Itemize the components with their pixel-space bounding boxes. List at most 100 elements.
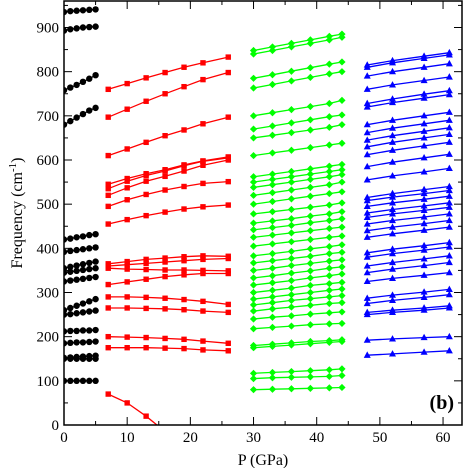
- data-point: [200, 267, 206, 274]
- data-point: [225, 54, 231, 60]
- data-point: [225, 309, 231, 316]
- data-point: [79, 266, 87, 274]
- data-point: [325, 123, 333, 131]
- y-tick-label: 100: [37, 374, 60, 390]
- data-point: [67, 235, 74, 242]
- data-point: [200, 76, 206, 83]
- data-point: [287, 195, 296, 203]
- data-point: [325, 224, 333, 233]
- data-point: [389, 199, 397, 206]
- data-point: [445, 73, 453, 80]
- data-point: [445, 164, 453, 171]
- data-point: [445, 285, 453, 293]
- data-point: [363, 294, 371, 301]
- data-point: [79, 300, 87, 307]
- data-point: [338, 336, 346, 344]
- data-point: [389, 229, 397, 237]
- data-point: [200, 253, 206, 259]
- x-tick-label: 0: [60, 430, 68, 446]
- data-point: [338, 215, 346, 223]
- series-line: [367, 206, 450, 219]
- data-point: [445, 223, 453, 230]
- data-point: [268, 340, 277, 348]
- data-point: [64, 121, 68, 128]
- data-point: [363, 61, 371, 68]
- data-point: [389, 258, 397, 266]
- data-point: [306, 36, 314, 44]
- data-point: [67, 339, 74, 347]
- data-point: [86, 352, 93, 360]
- data-point: [249, 266, 258, 275]
- data-point: [306, 267, 314, 275]
- series-layer: [64, 6, 453, 425]
- data-point: [389, 249, 397, 257]
- data-point: [124, 261, 130, 268]
- data-point: [105, 391, 111, 397]
- data-point: [124, 266, 130, 272]
- data-point: [268, 131, 277, 139]
- data-point: [325, 264, 333, 272]
- data-point: [287, 322, 296, 330]
- data-point: [287, 238, 296, 246]
- data-point: [445, 48, 453, 56]
- data-point: [420, 90, 428, 97]
- data-point: [268, 293, 277, 301]
- data-point: [306, 73, 314, 82]
- data-point: [287, 229, 296, 237]
- data-point: [389, 291, 397, 298]
- data-point: [306, 212, 314, 220]
- data-point: [420, 213, 428, 220]
- data-point: [306, 367, 314, 375]
- data-point: [389, 193, 397, 200]
- data-point: [249, 226, 258, 234]
- series-line: [367, 307, 450, 316]
- data-point: [64, 27, 68, 34]
- data-point: [86, 75, 93, 82]
- data-point: [306, 203, 314, 211]
- data-point: [162, 173, 168, 180]
- data-point: [445, 116, 453, 123]
- data-point: [249, 74, 258, 82]
- data-point: [92, 258, 99, 265]
- data-point: [67, 310, 74, 318]
- data-point: [124, 345, 130, 351]
- data-point: [249, 173, 258, 181]
- series-line: [367, 167, 450, 181]
- tick-labels-layer: 0 10 20 30 40 50 60010020030040050060070080090…: [37, 21, 451, 447]
- data-point: [363, 142, 371, 150]
- data-point: [225, 253, 231, 259]
- data-point: [162, 187, 168, 193]
- data-point: [420, 246, 428, 253]
- data-point: [325, 257, 333, 265]
- data-point: [143, 345, 149, 351]
- data-point: [79, 110, 87, 118]
- data-point: [105, 186, 111, 192]
- data-point: [338, 232, 346, 240]
- data-point: [268, 122, 277, 130]
- data-point: [79, 24, 87, 31]
- data-point: [287, 269, 296, 277]
- data-point: [162, 306, 168, 312]
- data-point: [143, 212, 149, 219]
- data-point: [92, 273, 99, 281]
- data-point: [268, 71, 277, 79]
- data-point: [181, 336, 187, 343]
- data-point: [105, 305, 111, 311]
- data-point: [445, 199, 453, 206]
- data-point: [105, 152, 111, 159]
- data-point: [249, 125, 258, 133]
- series-line: [367, 127, 450, 141]
- data-point: [338, 68, 346, 76]
- data-point: [67, 247, 74, 255]
- y-tick-label: 600: [37, 153, 60, 169]
- data-point: [200, 204, 206, 210]
- data-point: [445, 138, 453, 145]
- data-point: [420, 271, 428, 278]
- data-point: [389, 216, 397, 224]
- data-point: [363, 103, 371, 110]
- data-point: [249, 369, 258, 377]
- data-point: [338, 170, 346, 179]
- data-point: [64, 328, 68, 335]
- data-point: [306, 219, 314, 227]
- data-point: [249, 219, 258, 227]
